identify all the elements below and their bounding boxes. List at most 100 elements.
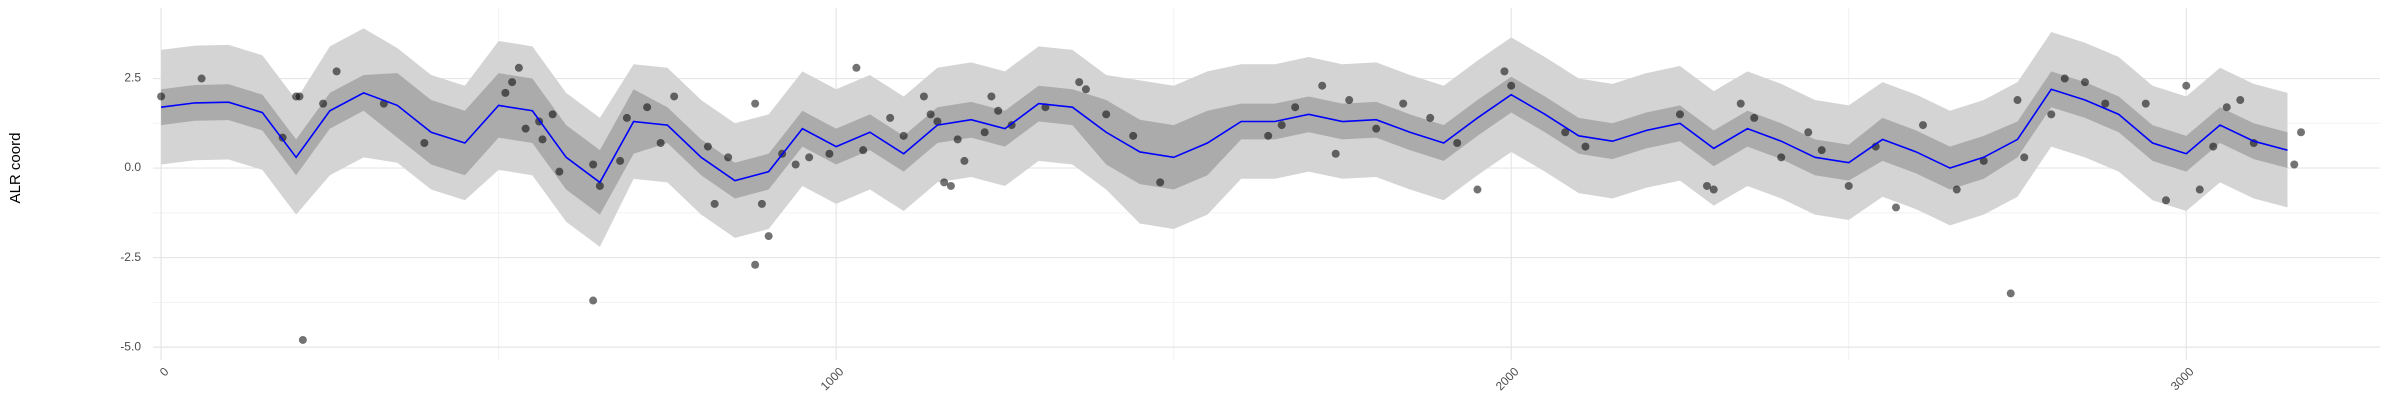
data-point	[2047, 110, 2056, 119]
data-point	[940, 178, 949, 187]
data-point	[589, 296, 598, 305]
data-point	[859, 146, 868, 155]
data-point	[656, 138, 665, 147]
data-point	[197, 74, 206, 83]
data-point	[805, 153, 814, 162]
data-point	[933, 117, 942, 126]
data-point	[953, 135, 962, 144]
data-point	[595, 181, 604, 190]
data-point	[548, 110, 557, 119]
data-point	[919, 92, 928, 101]
data-point	[298, 335, 307, 344]
data-point	[157, 92, 166, 101]
data-point	[1581, 142, 1590, 151]
data-point	[1318, 81, 1327, 90]
data-point	[751, 99, 760, 108]
data-point	[1081, 85, 1090, 94]
data-point	[616, 156, 625, 165]
data-point	[1891, 203, 1900, 212]
data-point	[724, 153, 733, 162]
data-point	[1702, 181, 1711, 190]
data-point	[420, 138, 429, 147]
y-tick-label: 2.5	[124, 71, 141, 85]
data-point	[2006, 289, 2015, 298]
data-point	[1277, 121, 1286, 130]
data-point	[899, 131, 908, 140]
data-point	[1736, 99, 1745, 108]
data-point	[2162, 196, 2171, 205]
data-point	[757, 199, 766, 208]
data-point	[1345, 96, 1354, 105]
data-point	[2297, 128, 2306, 137]
mean-line	[160, 88, 2288, 184]
data-point	[2020, 153, 2029, 162]
data-point	[1952, 185, 1961, 194]
data-point	[538, 135, 547, 144]
data-point	[521, 124, 530, 133]
data-point	[1500, 67, 1509, 76]
x-tick-label: 1000	[818, 364, 847, 393]
data-point	[501, 88, 510, 97]
data-point	[852, 63, 861, 72]
data-point	[1264, 131, 1273, 140]
data-point	[1426, 113, 1435, 122]
data-point	[1075, 78, 1084, 87]
y-tick-label: 0.0	[124, 160, 141, 174]
data-point	[589, 160, 598, 169]
data-point	[1291, 103, 1300, 112]
data-point	[1844, 181, 1853, 190]
data-point	[2222, 103, 2231, 112]
data-point	[1561, 128, 1570, 137]
data-point	[2060, 74, 2069, 83]
data-point	[2195, 185, 2204, 194]
data-point	[1399, 99, 1408, 108]
data-point	[555, 167, 564, 176]
data-point	[2101, 99, 2110, 108]
data-point	[1918, 121, 1927, 130]
data-point	[703, 142, 712, 151]
data-point	[1750, 113, 1759, 122]
data-point	[1331, 149, 1340, 158]
data-point	[332, 67, 341, 76]
data-point	[1507, 81, 1516, 90]
y-tick-label: -5.0	[120, 339, 141, 353]
data-point	[1102, 110, 1111, 119]
data-point	[1156, 178, 1165, 187]
data-point	[1129, 131, 1138, 140]
data-point	[2209, 142, 2218, 151]
data-point	[2013, 96, 2022, 105]
data-point	[926, 110, 935, 119]
data-point	[508, 78, 517, 87]
data-point	[980, 128, 989, 137]
y-tick-label: -2.5	[120, 250, 141, 264]
data-point	[1453, 138, 1462, 147]
data-point	[960, 156, 969, 165]
data-point	[1979, 156, 1988, 165]
data-point	[319, 99, 328, 108]
data-point	[2081, 78, 2090, 87]
data-point	[2290, 160, 2299, 169]
data-point	[825, 149, 834, 158]
data-point	[622, 113, 631, 122]
x-tick-label: 2000	[1493, 364, 1522, 393]
data-point	[670, 92, 679, 101]
data-point	[886, 113, 895, 122]
data-point	[987, 92, 996, 101]
data-point	[1817, 146, 1826, 155]
x-tick-label: 0	[157, 364, 172, 379]
data-point	[1804, 128, 1813, 137]
data-point	[1473, 185, 1482, 194]
data-point	[791, 160, 800, 169]
data-point	[1372, 124, 1381, 133]
confidence-band	[161, 71, 2288, 215]
data-point	[751, 260, 760, 269]
data-point	[2141, 99, 2150, 108]
data-point	[1777, 153, 1786, 162]
data-point	[2182, 81, 2191, 90]
data-point	[946, 181, 955, 190]
data-point	[2236, 96, 2245, 105]
y-axis-title: ALR coord	[7, 133, 24, 204]
data-point	[295, 92, 304, 101]
